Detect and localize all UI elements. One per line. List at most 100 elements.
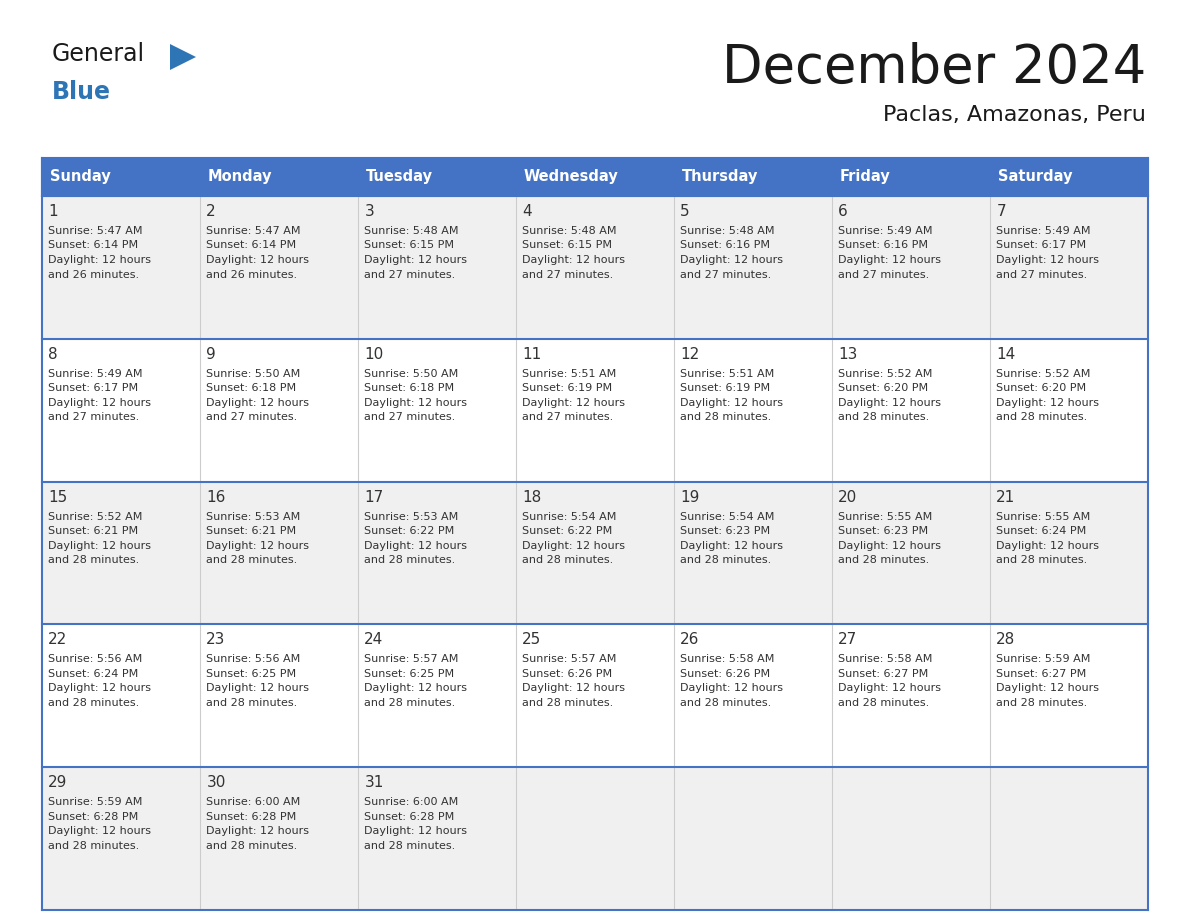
Text: Sunset: 6:16 PM: Sunset: 6:16 PM <box>681 241 770 251</box>
Text: Sunrise: 5:59 AM: Sunrise: 5:59 AM <box>997 655 1091 665</box>
Text: 31: 31 <box>365 775 384 790</box>
Text: Sunrise: 5:52 AM: Sunrise: 5:52 AM <box>49 511 143 521</box>
Text: Sunrise: 5:58 AM: Sunrise: 5:58 AM <box>839 655 933 665</box>
Text: Sunrise: 5:49 AM: Sunrise: 5:49 AM <box>997 226 1091 236</box>
Text: Sunrise: 5:51 AM: Sunrise: 5:51 AM <box>523 369 617 379</box>
Text: Sunrise: 5:50 AM: Sunrise: 5:50 AM <box>207 369 301 379</box>
Text: Sunrise: 5:53 AM: Sunrise: 5:53 AM <box>365 511 459 521</box>
Text: Daylight: 12 hours: Daylight: 12 hours <box>681 397 783 408</box>
Text: Sunset: 6:18 PM: Sunset: 6:18 PM <box>365 384 455 393</box>
Text: Daylight: 12 hours: Daylight: 12 hours <box>839 397 941 408</box>
Text: and 28 minutes.: and 28 minutes. <box>49 698 139 708</box>
Text: 14: 14 <box>997 347 1016 362</box>
Text: Sunset: 6:26 PM: Sunset: 6:26 PM <box>681 669 771 679</box>
Text: Sunrise: 6:00 AM: Sunrise: 6:00 AM <box>207 797 301 807</box>
Bar <box>42 482 1148 624</box>
Text: Sunset: 6:28 PM: Sunset: 6:28 PM <box>49 812 139 822</box>
Text: Sunrise: 5:47 AM: Sunrise: 5:47 AM <box>207 226 301 236</box>
Text: Sunset: 6:15 PM: Sunset: 6:15 PM <box>523 241 612 251</box>
Text: Daylight: 12 hours: Daylight: 12 hours <box>365 826 467 836</box>
Text: Daylight: 12 hours: Daylight: 12 hours <box>49 826 151 836</box>
Text: and 28 minutes.: and 28 minutes. <box>997 412 1087 422</box>
Text: General: General <box>52 42 145 66</box>
Text: Daylight: 12 hours: Daylight: 12 hours <box>207 541 309 551</box>
Text: Daylight: 12 hours: Daylight: 12 hours <box>49 541 151 551</box>
Bar <box>42 196 1148 339</box>
Text: 15: 15 <box>49 489 68 505</box>
Text: Sunset: 6:25 PM: Sunset: 6:25 PM <box>207 669 297 679</box>
Text: 16: 16 <box>207 489 226 505</box>
Text: Sunset: 6:23 PM: Sunset: 6:23 PM <box>839 526 929 536</box>
Text: Daylight: 12 hours: Daylight: 12 hours <box>839 683 941 693</box>
Text: Sunset: 6:28 PM: Sunset: 6:28 PM <box>365 812 455 822</box>
Text: Daylight: 12 hours: Daylight: 12 hours <box>365 397 467 408</box>
Text: 1: 1 <box>49 204 58 219</box>
Bar <box>200 158 358 196</box>
Bar <box>358 158 516 196</box>
Text: and 27 minutes.: and 27 minutes. <box>681 270 771 279</box>
Text: Sunset: 6:25 PM: Sunset: 6:25 PM <box>365 669 455 679</box>
Text: Sunset: 6:19 PM: Sunset: 6:19 PM <box>523 384 613 393</box>
Text: and 27 minutes.: and 27 minutes. <box>365 412 455 422</box>
Text: and 27 minutes.: and 27 minutes. <box>997 270 1087 279</box>
Polygon shape <box>170 44 196 70</box>
Text: 27: 27 <box>839 633 858 647</box>
Text: Friday: Friday <box>840 170 891 185</box>
Text: Sunset: 6:16 PM: Sunset: 6:16 PM <box>839 241 928 251</box>
Text: Daylight: 12 hours: Daylight: 12 hours <box>365 683 467 693</box>
Text: 26: 26 <box>681 633 700 647</box>
Text: Sunset: 6:26 PM: Sunset: 6:26 PM <box>523 669 613 679</box>
Text: 8: 8 <box>49 347 58 362</box>
Text: and 28 minutes.: and 28 minutes. <box>681 555 771 565</box>
Text: Daylight: 12 hours: Daylight: 12 hours <box>839 255 941 265</box>
Text: Sunset: 6:18 PM: Sunset: 6:18 PM <box>207 384 297 393</box>
Text: Sunrise: 5:55 AM: Sunrise: 5:55 AM <box>839 511 933 521</box>
Text: Blue: Blue <box>52 80 110 104</box>
Text: Daylight: 12 hours: Daylight: 12 hours <box>207 826 309 836</box>
Bar <box>990 158 1148 196</box>
Text: 19: 19 <box>681 489 700 505</box>
Text: Sunset: 6:17 PM: Sunset: 6:17 PM <box>49 384 139 393</box>
Text: Sunrise: 5:52 AM: Sunrise: 5:52 AM <box>839 369 933 379</box>
Text: Sunset: 6:22 PM: Sunset: 6:22 PM <box>523 526 613 536</box>
Text: and 27 minutes.: and 27 minutes. <box>523 270 613 279</box>
Text: 13: 13 <box>839 347 858 362</box>
Text: 5: 5 <box>681 204 690 219</box>
Text: and 28 minutes.: and 28 minutes. <box>523 698 613 708</box>
Text: and 28 minutes.: and 28 minutes. <box>681 412 771 422</box>
Text: and 27 minutes.: and 27 minutes. <box>49 412 139 422</box>
Text: Sunset: 6:14 PM: Sunset: 6:14 PM <box>207 241 297 251</box>
Text: 24: 24 <box>365 633 384 647</box>
Text: and 28 minutes.: and 28 minutes. <box>207 555 297 565</box>
Text: Daylight: 12 hours: Daylight: 12 hours <box>839 541 941 551</box>
Text: Sunrise: 5:56 AM: Sunrise: 5:56 AM <box>207 655 301 665</box>
Text: Sunday: Sunday <box>50 170 110 185</box>
Text: Daylight: 12 hours: Daylight: 12 hours <box>523 255 625 265</box>
Text: and 26 minutes.: and 26 minutes. <box>49 270 139 279</box>
Text: 9: 9 <box>207 347 216 362</box>
Text: Daylight: 12 hours: Daylight: 12 hours <box>207 683 309 693</box>
Text: Sunrise: 5:53 AM: Sunrise: 5:53 AM <box>207 511 301 521</box>
Text: and 28 minutes.: and 28 minutes. <box>839 555 929 565</box>
Text: 10: 10 <box>365 347 384 362</box>
Text: 7: 7 <box>997 204 1006 219</box>
Text: and 28 minutes.: and 28 minutes. <box>839 698 929 708</box>
Text: 21: 21 <box>997 489 1016 505</box>
Text: and 26 minutes.: and 26 minutes. <box>207 270 297 279</box>
Text: Daylight: 12 hours: Daylight: 12 hours <box>997 683 1099 693</box>
Text: Daylight: 12 hours: Daylight: 12 hours <box>49 683 151 693</box>
Text: 29: 29 <box>49 775 68 790</box>
Bar <box>42 624 1148 767</box>
Bar <box>42 158 1148 196</box>
Bar <box>674 158 832 196</box>
Text: 30: 30 <box>207 775 226 790</box>
Text: December 2024: December 2024 <box>722 42 1146 94</box>
Text: Sunrise: 6:00 AM: Sunrise: 6:00 AM <box>365 797 459 807</box>
Text: Sunset: 6:23 PM: Sunset: 6:23 PM <box>681 526 771 536</box>
Text: Daylight: 12 hours: Daylight: 12 hours <box>523 541 625 551</box>
Text: 18: 18 <box>523 489 542 505</box>
Text: Sunrise: 5:54 AM: Sunrise: 5:54 AM <box>681 511 775 521</box>
Text: Sunrise: 5:57 AM: Sunrise: 5:57 AM <box>523 655 617 665</box>
Text: and 28 minutes.: and 28 minutes. <box>365 841 455 851</box>
Text: and 28 minutes.: and 28 minutes. <box>997 698 1087 708</box>
